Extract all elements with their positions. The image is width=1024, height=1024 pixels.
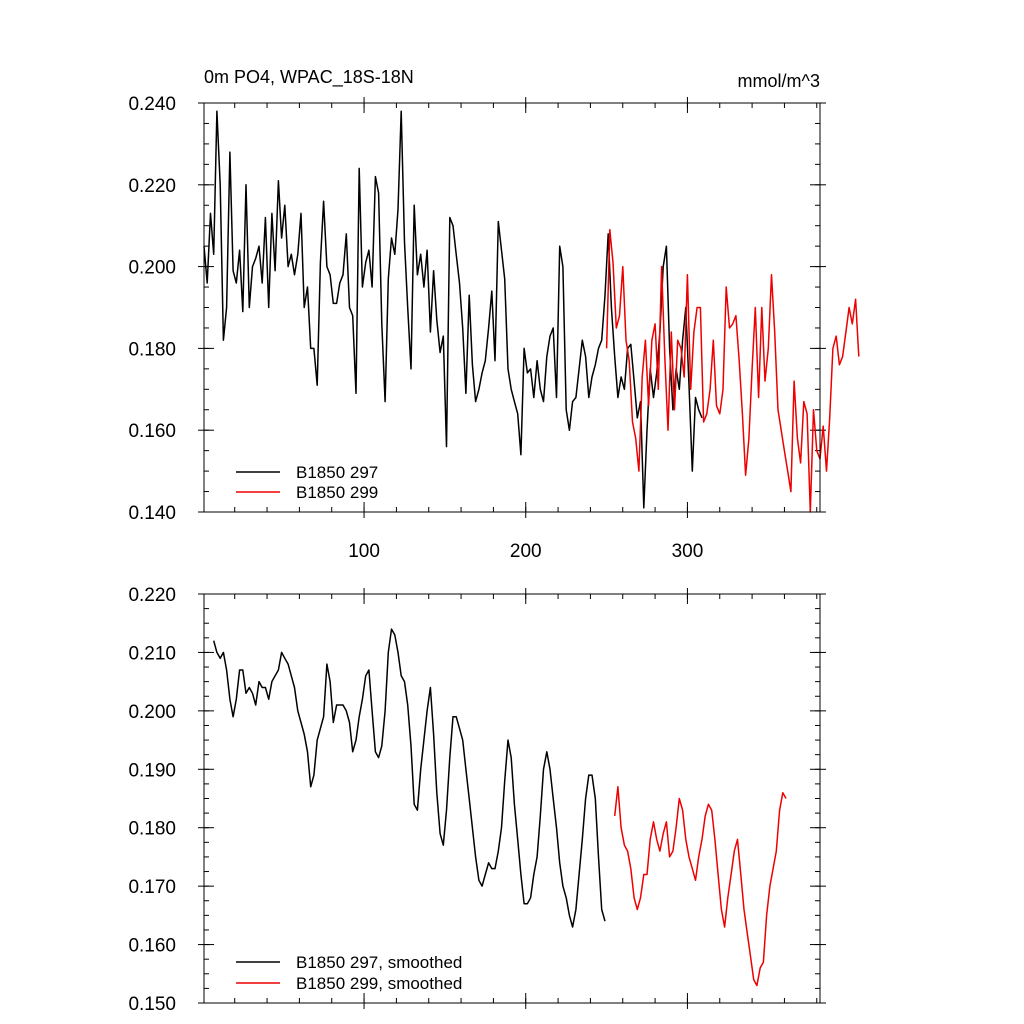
top-x-tick-label: 100 <box>348 541 380 562</box>
bottom-panel-series <box>212 628 787 987</box>
bottom-y-tick-label: 0.190 <box>128 760 176 781</box>
top-panel-frame <box>203 102 821 513</box>
bottom-y-tick-label: 0.220 <box>128 585 176 606</box>
legend-label-b1850-299: B1850 299 <box>296 483 378 502</box>
top-y-tick-label: 0.240 <box>128 94 176 115</box>
bottom-series-line-b1850-299-smoothed <box>613 786 787 987</box>
top-panel-legend: B1850 297 B1850 299 <box>236 463 378 502</box>
top-panel-title: 0m PO4, WPAC_18S-18N <box>204 67 414 88</box>
bottom-y-tick-label: 0.200 <box>128 702 176 723</box>
legend-label-b1850-299-smoothed: B1850 299, smoothed <box>296 974 462 993</box>
bottom-y-tick-label: 0.170 <box>128 877 176 898</box>
bottom-panel-ticks: 0.150 0.160 0.170 0.180 0.190 0.200 0.210 0.220 <box>128 585 826 1015</box>
top-series-line-b1850-297 <box>203 110 703 509</box>
top-panel-units: mmol/m^3 <box>738 71 820 91</box>
legend-label-b1850-297-smoothed: B1850 297, smoothed <box>296 953 462 972</box>
top-y-tick-label: 0.180 <box>128 339 176 360</box>
legend-label-b1850-297: B1850 297 <box>296 463 378 482</box>
top-x-tick-label: 300 <box>672 541 704 562</box>
bottom-y-tick-label: 0.180 <box>128 819 176 840</box>
bottom-series-line-b1850-297-smoothed <box>212 628 606 928</box>
bottom-panel-legend: B1850 297, smoothed B1850 299, smoothed <box>236 953 462 993</box>
top-y-tick-label: 0.220 <box>128 176 176 197</box>
bottom-y-tick-label: 0.210 <box>128 643 176 664</box>
top-y-tick-label: 0.200 <box>128 258 176 279</box>
top-y-tick-label: 0.160 <box>128 421 176 442</box>
bottom-y-tick-label: 0.160 <box>128 936 176 957</box>
bottom-panel-frame <box>203 593 821 1004</box>
bottom-y-tick-label: 0.150 <box>128 994 176 1015</box>
top-panel: 0m PO4, WPAC_18S-18N mmol/m^3 0.140 0.160… <box>128 67 860 562</box>
bottom-panel: 0.150 0.160 0.170 0.180 0.190 0.200 0.210 0.220… <box>128 585 826 1015</box>
top-y-tick-label: 0.140 <box>128 503 176 524</box>
top-panel-series <box>203 110 860 513</box>
top-x-tick-label: 200 <box>510 541 542 562</box>
top-panel-ticks: 0.140 0.160 0.180 0.200 0.220 0.240 100 200 300 <box>128 94 826 562</box>
top-series-line-b1850-299 <box>605 229 860 513</box>
